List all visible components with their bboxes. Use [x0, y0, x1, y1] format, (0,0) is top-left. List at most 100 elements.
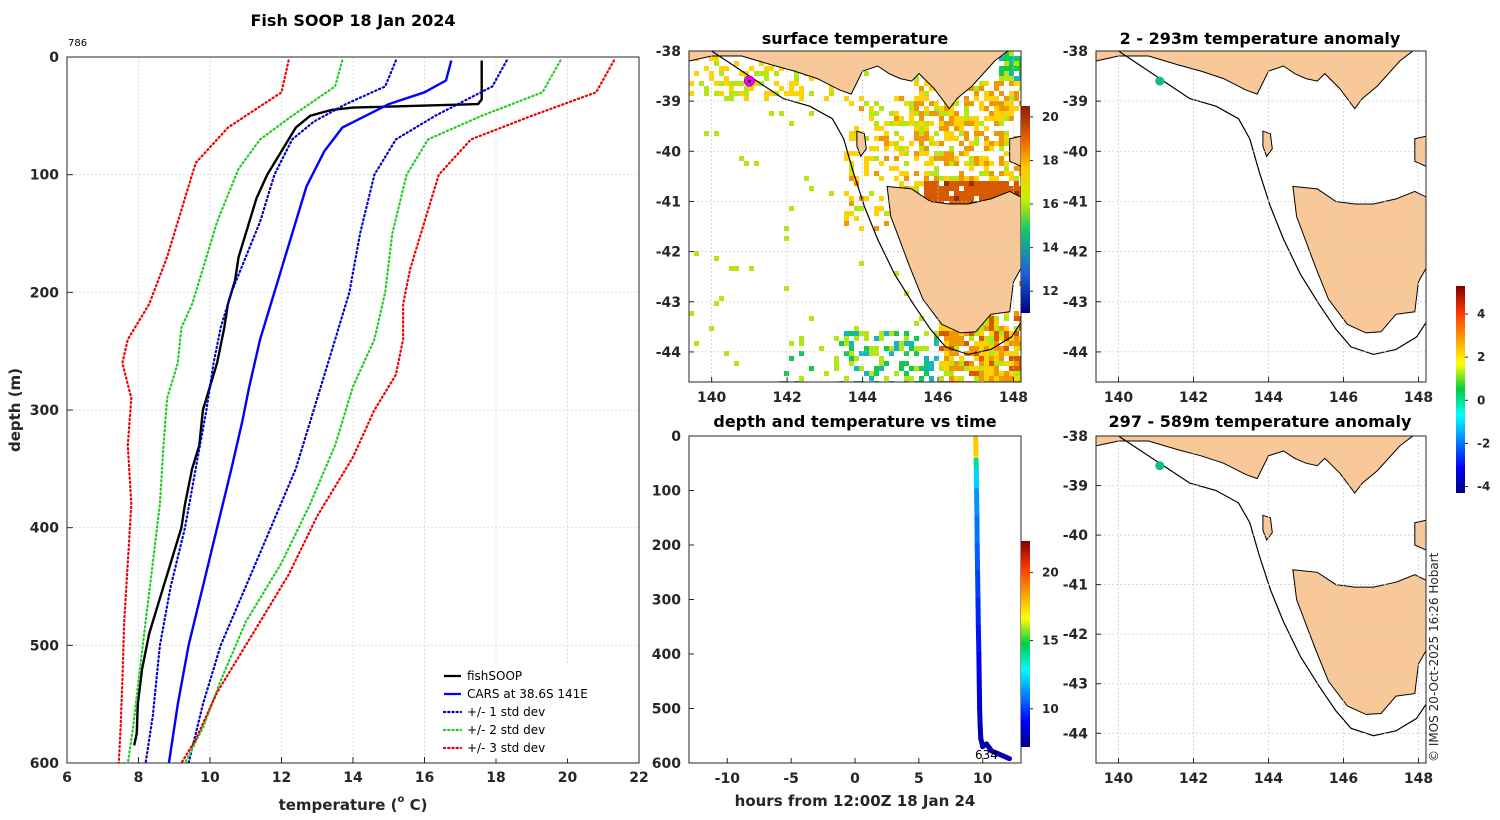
sst-pixel	[799, 376, 804, 381]
sst-pixel	[949, 151, 954, 156]
sst-pixel	[949, 196, 954, 201]
sst-pixel	[929, 376, 934, 381]
sst-pixel	[789, 81, 794, 86]
colorbar-tick-label: 2	[1477, 350, 1485, 364]
sst-pixel	[1014, 336, 1019, 341]
sst-pixel	[884, 121, 889, 126]
sst-pixel	[799, 91, 804, 96]
sst-pixel	[1014, 346, 1019, 351]
anomaly1-map-content	[1096, 51, 1426, 382]
sst-pixel	[979, 161, 984, 166]
anomaly1-ticks: 140 142 144 146 148 -38 -39 -40 -41 -42 -43 -44	[1063, 44, 1433, 406]
sst-pixel	[984, 376, 989, 381]
sst-pixel	[979, 356, 984, 361]
sst-pixel	[879, 176, 884, 181]
lon-tick-label: 144	[848, 390, 877, 406]
sst-position-marker	[743, 75, 755, 87]
sst-pixel	[754, 71, 759, 76]
anomaly1-shelf-contour	[1118, 51, 1426, 356]
sst-pixel	[1019, 61, 1021, 66]
sst-pixel	[819, 346, 824, 351]
sst-pixel	[884, 376, 889, 381]
sst-pixel	[954, 346, 959, 351]
sst-pixel	[714, 81, 719, 86]
sst-pixel	[934, 171, 939, 176]
sst-pixel	[704, 91, 709, 96]
sst-grid	[689, 51, 1021, 382]
sst-pixel	[964, 121, 969, 126]
sst-pixel	[899, 151, 904, 156]
sst-pixel	[1009, 96, 1014, 101]
sst-pixel	[694, 341, 699, 346]
sst-pixel	[949, 156, 954, 161]
sst-pixel	[1004, 131, 1009, 136]
colorbar-tick-label: 0	[1477, 393, 1485, 407]
sst-pixel	[844, 331, 849, 336]
sst-pixel	[944, 366, 949, 371]
sst-pixel	[969, 116, 974, 121]
sst-pixel	[989, 111, 994, 116]
sst-pixel	[744, 91, 749, 96]
sst-pixel	[919, 366, 924, 371]
sst-pixel	[959, 331, 964, 336]
sst-pixel	[1004, 181, 1009, 186]
x-tick-label: -10	[715, 771, 741, 787]
sst-pixel	[969, 161, 974, 166]
king-island-landmass	[1262, 130, 1273, 158]
sst-pixel	[994, 351, 999, 356]
sst-pixel	[889, 121, 894, 126]
series--1-std-dev	[187, 59, 508, 763]
sst-pixel	[924, 366, 929, 371]
anomaly1-land	[1096, 51, 1426, 334]
sst-pixel	[874, 366, 879, 371]
sst-pixel	[914, 186, 919, 191]
sst-pixel	[904, 376, 909, 381]
sst-pixel	[1019, 346, 1021, 351]
sst-pixel	[999, 81, 1004, 86]
sst-pixel	[969, 86, 974, 91]
sst-pixel	[849, 356, 854, 361]
sst-pixel	[844, 156, 849, 161]
sst-pixel	[859, 331, 864, 336]
profile-lines	[117, 59, 616, 763]
sst-pixel	[974, 91, 979, 96]
sst-pixel	[734, 361, 739, 366]
sst-pixel	[954, 361, 959, 366]
sst-pixel	[1019, 281, 1021, 286]
sst-pixel	[854, 151, 859, 156]
sst-pixel	[1014, 166, 1019, 171]
sst-pixel	[984, 346, 989, 351]
sst-pixel	[989, 321, 994, 326]
sst-pixel	[1009, 76, 1014, 81]
sst-pixel	[729, 266, 734, 271]
sst-pixel	[954, 336, 959, 341]
sst-pixel	[874, 206, 879, 211]
sst-pixel	[984, 326, 989, 331]
sst-pixel	[979, 101, 984, 106]
sst-pixel	[994, 141, 999, 146]
sst-pixel	[1019, 101, 1021, 106]
sst-pixel	[1009, 56, 1014, 61]
sst-pixel	[959, 121, 964, 126]
sst-pixel	[769, 111, 774, 116]
sst-pixel	[984, 136, 989, 141]
sst-pixel	[969, 156, 974, 161]
sst-pixel	[739, 71, 744, 76]
sst-pixel	[874, 146, 879, 151]
sst-pixel	[769, 66, 774, 71]
lon-tick-label: 144	[1254, 771, 1283, 787]
sst-pixel	[944, 356, 949, 361]
sst-pixel	[994, 101, 999, 106]
sst-pixel	[989, 181, 994, 186]
sst-pixel	[929, 111, 934, 116]
sst-pixel	[904, 371, 909, 376]
sst-pixel	[1019, 166, 1021, 171]
sst-pixel	[1014, 186, 1019, 191]
sst-pixel	[994, 181, 999, 186]
sst-pixel	[994, 121, 999, 126]
sst-pixel	[974, 366, 979, 371]
anomaly2-axes-box	[1095, 435, 1427, 764]
sst-pixel	[954, 126, 959, 131]
sst-pixel	[964, 101, 969, 106]
sst-pixel	[824, 371, 829, 376]
